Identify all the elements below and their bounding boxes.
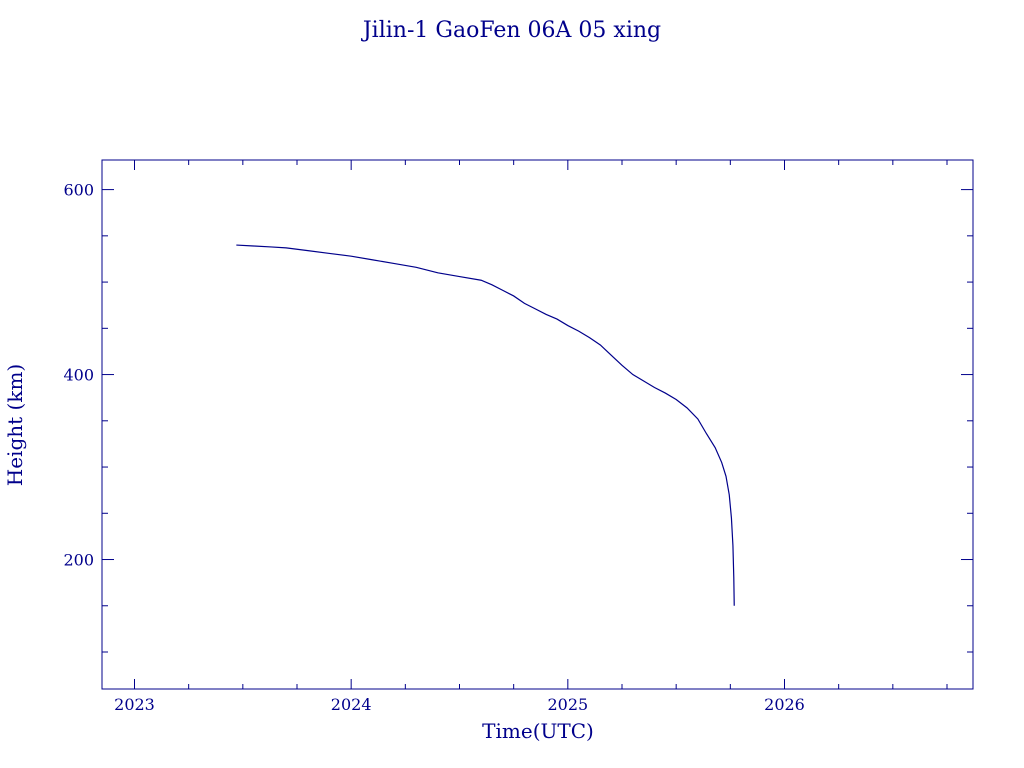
x-tick-label: 2023 (114, 695, 155, 714)
y-tick-label: 600 (63, 181, 94, 200)
x-axis-label: Time(UTC) (482, 719, 594, 743)
x-tick-label: 2025 (547, 695, 588, 714)
y-axis-label: Height (km) (3, 364, 27, 486)
axis-tick-labels: 2023 2024 2025 2026 200 400 600 (63, 181, 804, 714)
axis-ticks (102, 160, 973, 689)
height-series-line (236, 244, 735, 606)
chart-title: Jilin-1 GaoFen 06A 05 xing (361, 18, 661, 43)
plot-frame (101, 159, 974, 690)
y-tick-label: 400 (63, 366, 94, 385)
x-tick-label: 2024 (331, 695, 372, 714)
x-tick-label: 2026 (764, 695, 805, 714)
y-tick-label: 200 (63, 551, 94, 570)
